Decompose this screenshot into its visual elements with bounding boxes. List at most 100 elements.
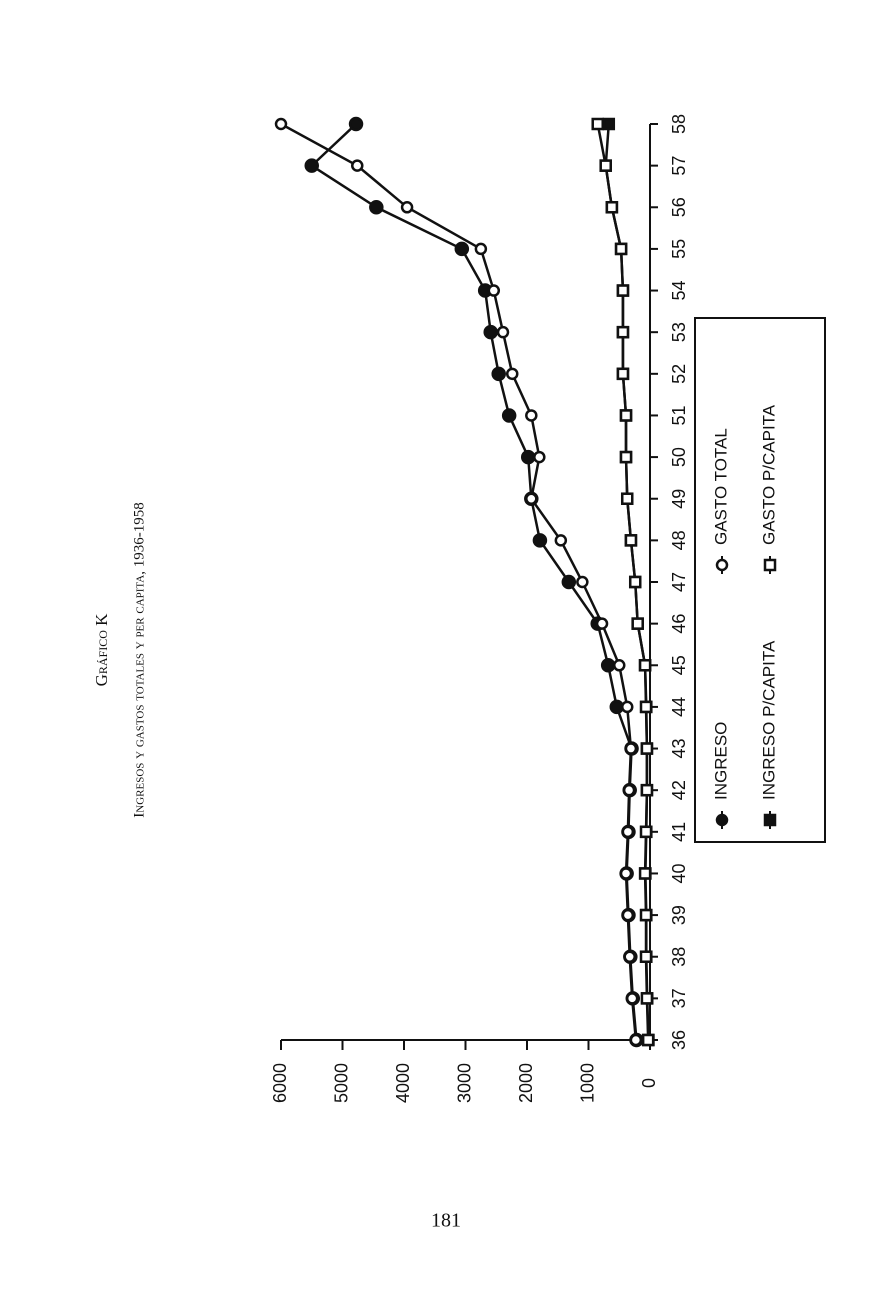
legend-box	[694, 317, 826, 843]
legend-marker	[763, 558, 777, 572]
point	[520, 449, 536, 465]
legend-label: GASTO TOTAL	[711, 428, 730, 545]
point	[640, 783, 654, 797]
point	[631, 617, 644, 630]
point	[639, 908, 653, 922]
category-label: 45	[669, 655, 689, 675]
category-label: 58	[669, 114, 689, 134]
point	[274, 117, 288, 131]
point	[639, 825, 653, 839]
point	[351, 159, 364, 172]
category-label: 46	[669, 614, 689, 634]
value-tick-label: 5000	[331, 1063, 351, 1103]
point	[616, 325, 630, 339]
point	[619, 409, 633, 422]
point	[625, 992, 639, 1005]
legend-label: GASTO P/CAPITA	[759, 404, 778, 545]
point	[619, 867, 633, 880]
point	[505, 367, 519, 381]
chart-subtitle: Ingresos y gastos totales y per capita, …	[131, 502, 147, 817]
category-label: 55	[669, 239, 689, 259]
point	[483, 324, 498, 340]
point	[599, 159, 612, 172]
point	[369, 200, 384, 215]
category-label: 56	[669, 197, 689, 217]
category-label: 54	[669, 281, 689, 301]
point	[638, 659, 652, 672]
category-label: 51	[669, 405, 689, 425]
point	[533, 450, 546, 464]
value-tick-label: 3000	[454, 1063, 474, 1103]
point	[622, 783, 636, 797]
point	[628, 575, 642, 589]
point	[304, 158, 319, 173]
point	[641, 1033, 655, 1047]
point	[609, 699, 625, 715]
point	[591, 117, 604, 131]
point	[605, 201, 619, 214]
category-label: 44	[669, 697, 689, 717]
point	[496, 325, 510, 339]
point	[561, 574, 577, 590]
point	[639, 700, 653, 714]
legend-marker	[715, 813, 729, 827]
point	[616, 284, 630, 297]
point	[487, 284, 501, 297]
category-label: 57	[669, 156, 689, 176]
point	[621, 825, 635, 839]
point	[614, 242, 628, 256]
category-label: 53	[669, 322, 689, 342]
category-label: 36	[669, 1030, 689, 1050]
point	[491, 366, 506, 382]
category-label: 39	[669, 905, 689, 925]
legend-label: INGRESO P/CAPITA	[759, 640, 778, 800]
value-tick-label: 0	[639, 1078, 659, 1088]
point	[624, 742, 638, 755]
point	[620, 492, 634, 505]
legend-label: INGRESO	[711, 722, 730, 800]
point	[600, 658, 616, 673]
category-label: 49	[669, 489, 689, 509]
category-label: 47	[669, 572, 689, 592]
point	[501, 408, 517, 423]
point	[525, 409, 538, 422]
point	[454, 241, 470, 257]
point	[532, 533, 548, 548]
category-label: 50	[669, 447, 689, 467]
category-label: 43	[669, 739, 689, 759]
category-label: 37	[669, 988, 689, 1008]
point	[616, 367, 630, 381]
category-label: 42	[669, 780, 689, 800]
category-label: 38	[669, 947, 689, 967]
page-number: 181	[431, 1210, 461, 1232]
legend-marker	[763, 813, 777, 827]
point	[629, 1033, 643, 1047]
legend-marker	[715, 558, 729, 572]
category-label: 52	[669, 364, 689, 384]
category-label: 48	[669, 530, 689, 550]
point	[638, 867, 652, 880]
point	[619, 450, 633, 464]
point	[576, 575, 589, 589]
chart-title: Gráfico K	[92, 613, 111, 687]
category-label: 40	[669, 863, 689, 883]
point	[613, 659, 626, 672]
point	[624, 534, 638, 547]
value-tick-label: 6000	[270, 1063, 290, 1103]
point	[639, 950, 653, 963]
point	[348, 116, 364, 132]
point	[623, 950, 636, 963]
point	[640, 742, 654, 755]
category-label: 41	[669, 822, 689, 842]
value-tick-label: 4000	[393, 1063, 413, 1103]
point	[595, 617, 609, 630]
value-tick-label: 2000	[516, 1063, 536, 1103]
point	[602, 117, 616, 131]
point	[620, 700, 634, 714]
point	[640, 992, 654, 1005]
point	[621, 908, 635, 922]
point	[554, 534, 568, 547]
point	[525, 492, 538, 505]
value-tick-label: 1000	[577, 1063, 597, 1103]
